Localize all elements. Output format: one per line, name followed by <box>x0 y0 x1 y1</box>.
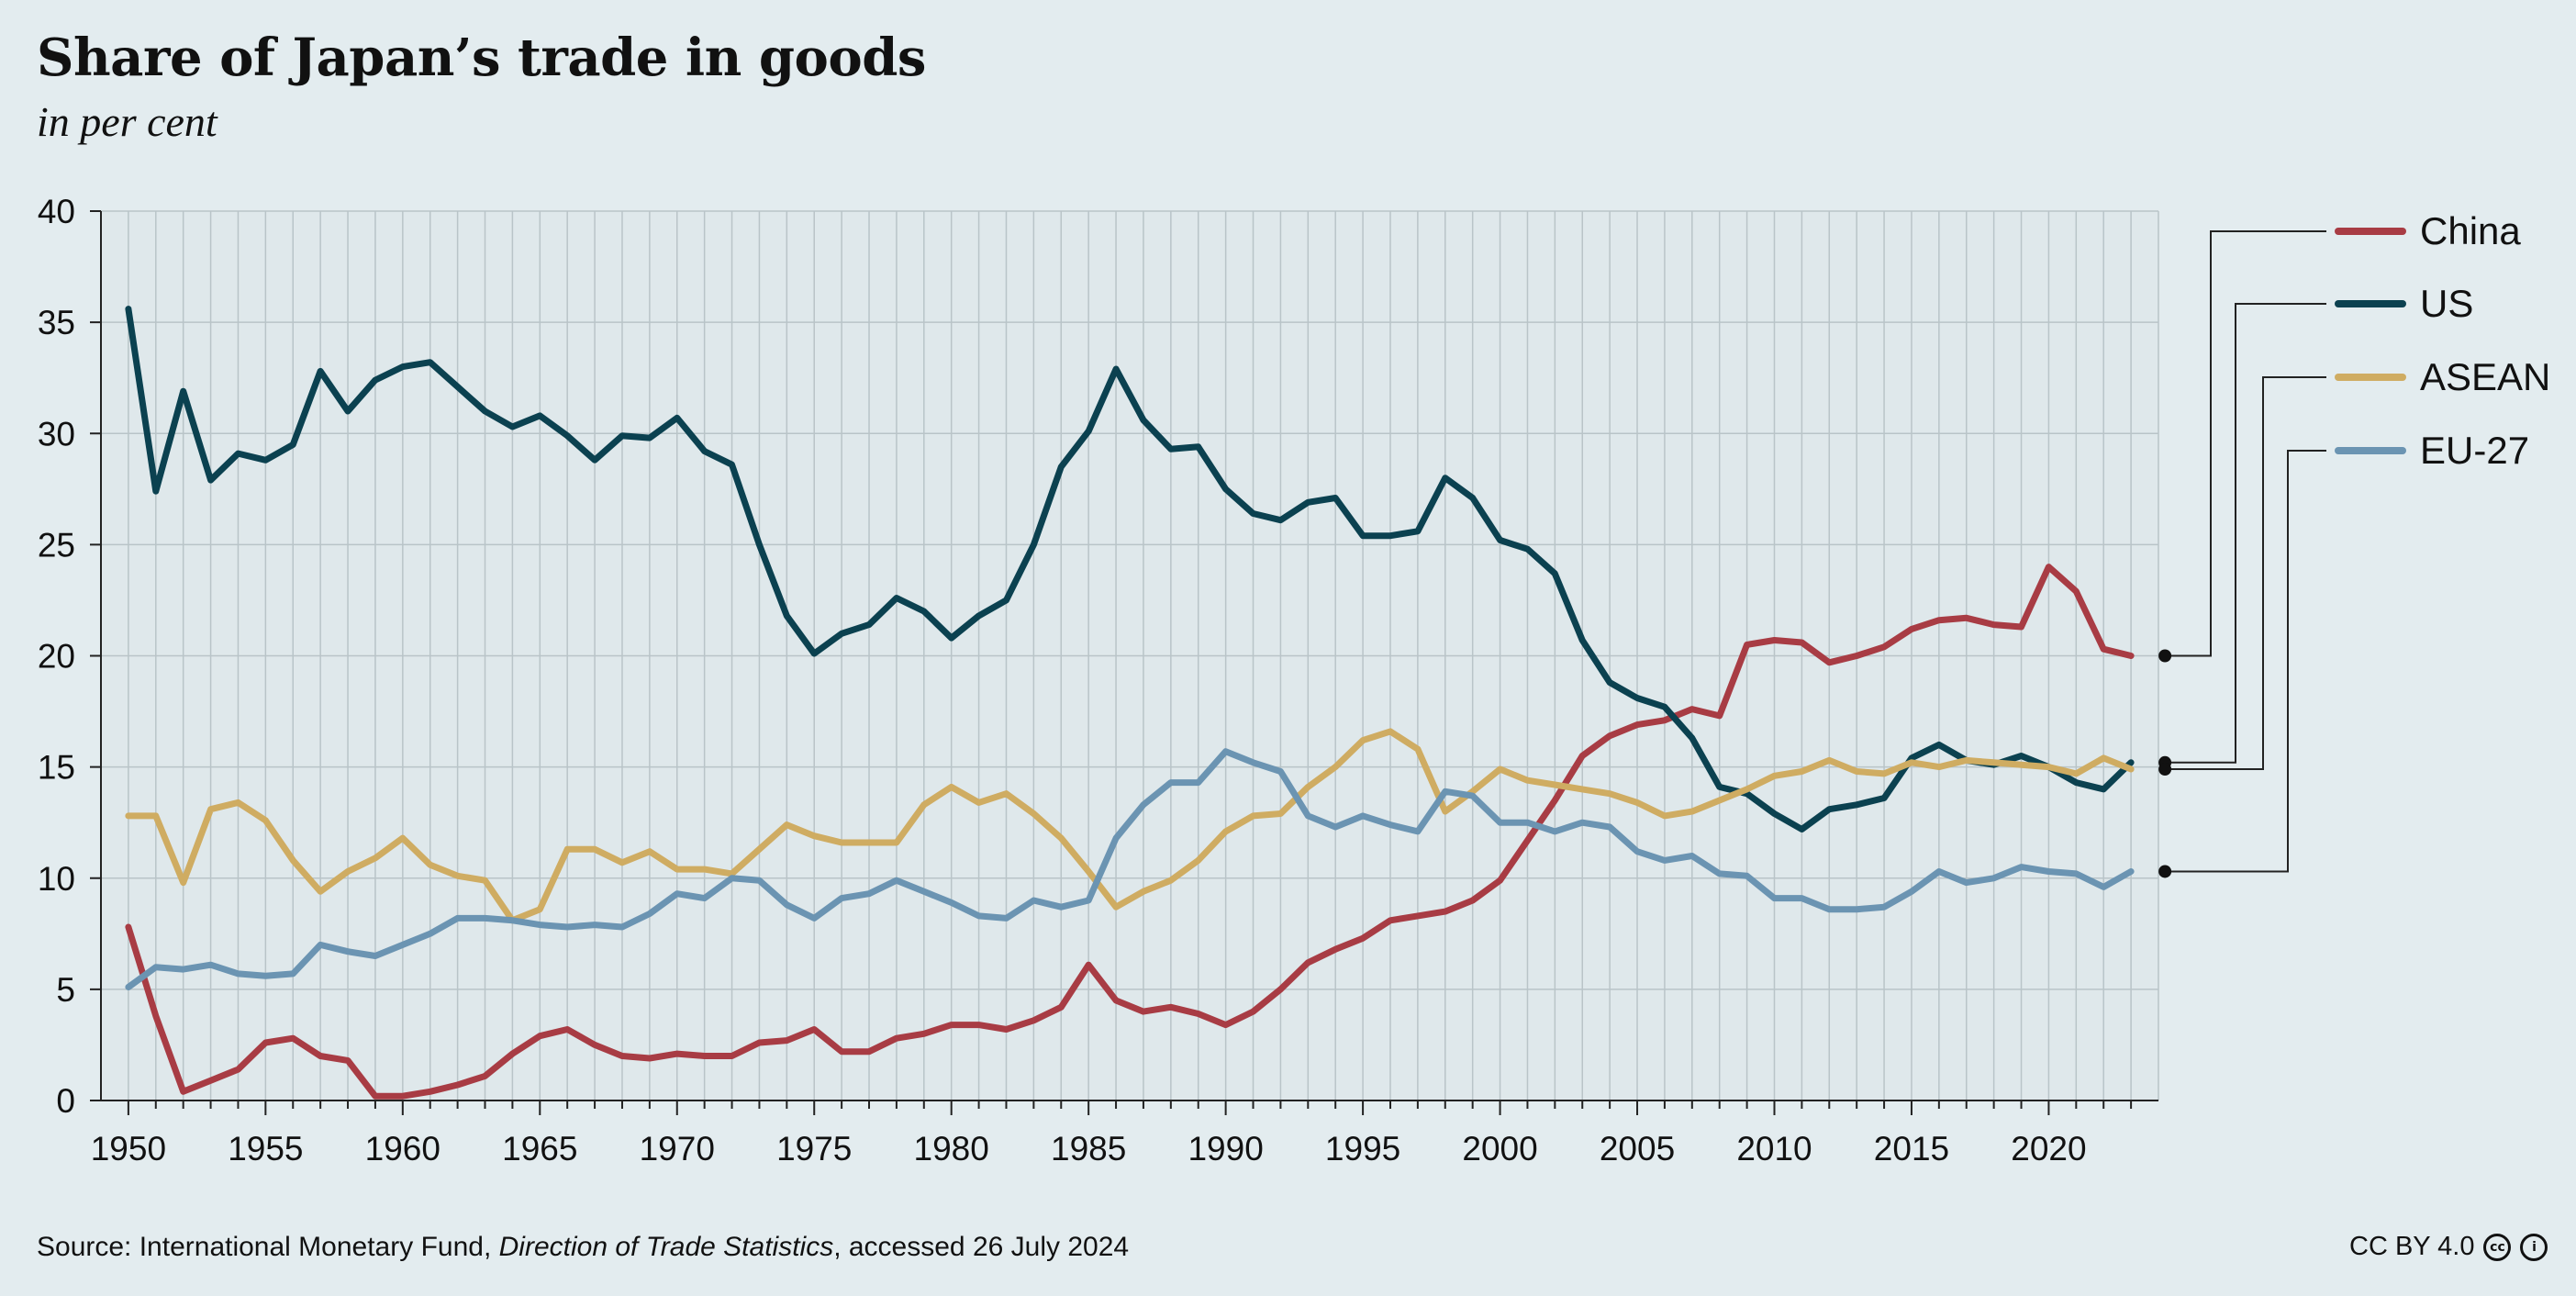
series-line-us <box>125 306 2135 832</box>
y-tick-label: 25 <box>38 526 75 564</box>
chart-subtitle: in per cent <box>37 98 217 145</box>
x-tick-label: 1965 <box>502 1130 577 1168</box>
source-publication: Direction of Trade Statistics <box>498 1232 834 1262</box>
chart-title: Share of Japan’s trade in goods <box>37 28 926 88</box>
x-tick-label: 1985 <box>1051 1130 1126 1168</box>
source-suffix: , accessed 26 July 2024 <box>833 1232 1130 1262</box>
y-tick-label: 15 <box>38 749 75 787</box>
attribution-icon: i <box>2520 1233 2548 1261</box>
x-tick-label: 1980 <box>914 1130 989 1168</box>
y-tick-label: 35 <box>38 304 75 341</box>
source-note: Source: International Monetary Fund, Dir… <box>37 1232 1129 1263</box>
y-tick-label: 30 <box>38 415 75 452</box>
y-tick-label: 5 <box>56 971 75 1009</box>
legend-end-dot-china <box>2158 649 2172 663</box>
axes: 0 5 10 15 20 25 30 35 40 1950 1955 1960 1965 1970 1975… <box>38 193 2158 1168</box>
y-tick-label: 0 <box>56 1082 75 1120</box>
creative-commons-icon: cc <box>2483 1233 2512 1261</box>
series-line-eu-27 <box>125 748 2135 990</box>
x-tick-label: 2010 <box>1736 1130 1812 1168</box>
y-tick-label: 10 <box>38 860 75 898</box>
source-prefix: Source: International Monetary Fund, <box>37 1232 499 1262</box>
series-lines <box>125 306 2135 1100</box>
legend-connector-asean <box>2165 376 2326 771</box>
y-tick-label: 40 <box>38 193 75 230</box>
legend-end-dot-eu-27 <box>2158 865 2172 878</box>
x-tick-label: 1995 <box>1325 1130 1400 1168</box>
legend-connector-eu-27 <box>2165 450 2326 873</box>
x-tick-label: 2015 <box>1874 1130 1949 1168</box>
legend: China US ASEAN EU-27 <box>2158 209 2550 878</box>
license-badge: CC BY 4.0 cc i <box>2349 1232 2548 1262</box>
x-tick-label: 2005 <box>1600 1130 1675 1168</box>
license-text: CC BY 4.0 <box>2349 1232 2475 1261</box>
x-tick-label: 2000 <box>1462 1130 1537 1168</box>
x-tick-label: 1970 <box>640 1130 715 1168</box>
legend-connector-us <box>2165 303 2326 764</box>
legend-connector-china <box>2165 230 2326 657</box>
x-tick-label: 2020 <box>2011 1130 2086 1168</box>
series-line-asean <box>125 728 2135 924</box>
x-tick-label: 1955 <box>228 1130 303 1168</box>
series-line-china <box>125 564 2135 1100</box>
legend-label-china: China <box>2420 209 2521 252</box>
legend-end-dot-asean <box>2158 763 2172 776</box>
legend-label-us: US <box>2420 282 2473 325</box>
legend-label-eu-27: EU-27 <box>2420 429 2529 472</box>
x-tick-label: 1960 <box>365 1130 440 1168</box>
legend-label-asean: ASEAN <box>2420 355 2550 398</box>
x-tick-label: 1975 <box>776 1130 852 1168</box>
x-tick-label: 1990 <box>1188 1130 1263 1168</box>
x-tick-label: 1950 <box>91 1130 166 1168</box>
y-tick-label: 20 <box>38 638 75 676</box>
